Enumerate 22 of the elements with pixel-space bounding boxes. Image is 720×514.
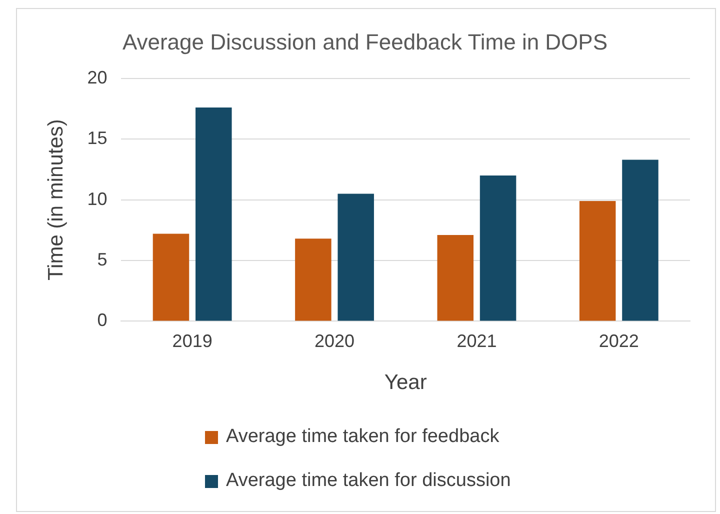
chart-title: Average Discussion and Feedback Time in DOPS: [122, 29, 608, 54]
x-tick-label: 2019: [172, 330, 212, 351]
legend-label: Average time taken for feedback: [226, 426, 500, 448]
legend-label: Average time taken for discussion: [226, 470, 511, 492]
y-tick-label: 10: [87, 188, 108, 209]
x-tick-label: 2022: [598, 330, 639, 351]
x-axis-title: Year: [384, 371, 427, 394]
bar: [338, 194, 374, 321]
bar: [622, 160, 658, 321]
bar: [579, 201, 616, 321]
x-tick-label: 2020: [314, 330, 355, 351]
bar: [152, 234, 190, 321]
bar: [480, 176, 516, 321]
bar: [196, 108, 232, 321]
y-tick-label: 5: [97, 249, 108, 270]
y-tick-label: 15: [87, 128, 108, 148]
y-tick-label: 0: [97, 310, 108, 330]
x-tick-label: 2021: [456, 330, 497, 351]
y-axis-title: Time (in minutes): [44, 119, 68, 281]
y-tick-label: 20: [87, 67, 108, 88]
bar: [295, 238, 332, 321]
bar: [437, 235, 474, 321]
